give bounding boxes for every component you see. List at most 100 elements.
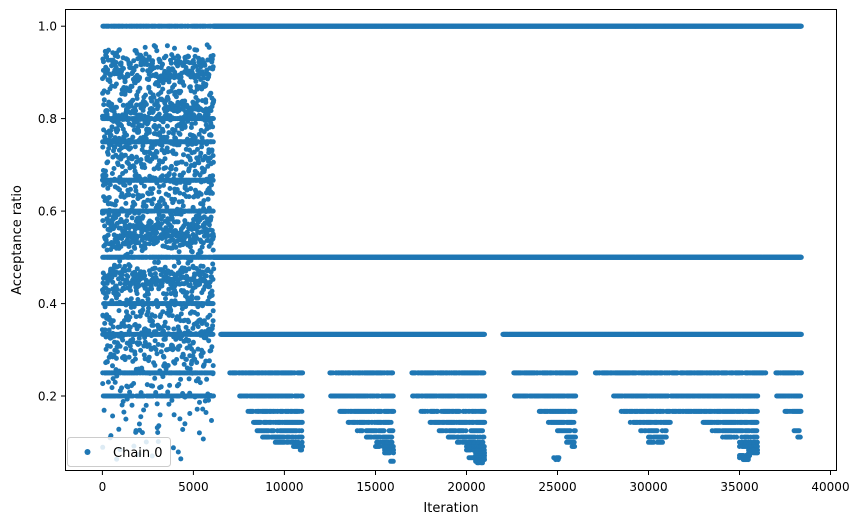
- chain-0-point: [159, 342, 165, 348]
- chain-0-point: [199, 144, 205, 150]
- chain-0-point: [105, 232, 111, 238]
- chain-0-point: [141, 183, 147, 189]
- chain-0-point: [210, 247, 216, 253]
- chain-0-point: [164, 123, 170, 129]
- chain-0-point: [119, 164, 125, 169]
- chain-0-point: [169, 313, 175, 319]
- chain-0-point: [178, 376, 184, 382]
- chain-0-point: [169, 397, 175, 403]
- chain-0-point: [127, 324, 133, 330]
- chain-0-point: [119, 385, 125, 391]
- chain-0-point: [187, 244, 193, 250]
- chain-0-point: [209, 148, 215, 154]
- chain-0-point: [115, 162, 121, 168]
- chain-0-point: [124, 218, 130, 224]
- chain-0-point: [152, 265, 158, 271]
- chain-0-point: [130, 336, 136, 342]
- chain-0-point: [160, 173, 165, 179]
- chain-0-point: [101, 97, 107, 103]
- chain-0-point: [186, 376, 192, 382]
- chain-0-point: [206, 358, 212, 364]
- chain-0-point: [168, 308, 174, 314]
- chain-0-point: [187, 411, 193, 416]
- chain-0-point: [195, 98, 201, 103]
- chain-0-point: [198, 249, 204, 255]
- chain-0-point: [133, 108, 139, 114]
- chain-0-point: [163, 296, 168, 302]
- chain-0-point: [104, 294, 110, 300]
- chain-0-point: [172, 45, 177, 51]
- chain-0-point: [128, 145, 134, 151]
- chain-0-point: [209, 292, 215, 298]
- chain-0-point: [178, 456, 184, 462]
- chain-0-point: [112, 379, 118, 385]
- chain-0-point: [142, 165, 148, 171]
- chain-0-point: [197, 399, 202, 405]
- chain-0-point: [107, 79, 113, 85]
- chain-0-point: [209, 418, 214, 423]
- chain-0-point: [117, 187, 122, 193]
- chain-0-point: [101, 407, 107, 413]
- chain-0-point: [130, 193, 136, 199]
- chain-0-point: [116, 263, 122, 269]
- chain-0-point: [181, 152, 186, 158]
- chain-0-point: [200, 436, 206, 442]
- chain-0-point: [178, 311, 184, 317]
- chain-0-point: [211, 266, 217, 272]
- chain-0-point: [210, 153, 216, 159]
- chain-0-point: [152, 313, 158, 319]
- chain-0-point: [110, 363, 115, 369]
- chain-0-point: [207, 283, 213, 289]
- chain-0-point: [161, 182, 166, 188]
- chain-0-point: [173, 151, 179, 157]
- chain-0-point: [177, 416, 183, 422]
- chain-0-point: [131, 381, 137, 386]
- chain-0-point: [122, 78, 128, 84]
- chain-0-point: [110, 376, 116, 382]
- chain-0-point: [122, 354, 128, 360]
- chain-0-point: [159, 62, 165, 68]
- chain-0-point: [105, 289, 111, 295]
- chain-0-point: [158, 384, 164, 390]
- data-points: [99, 23, 804, 466]
- chain-0-point: [122, 91, 128, 97]
- chain-0-point: [194, 406, 200, 412]
- chain-0-point: [143, 402, 149, 408]
- chain-0-point: [197, 380, 203, 386]
- chain-0-point: [210, 64, 216, 70]
- chain-0-point: [100, 218, 106, 224]
- chain-0-point: [183, 161, 189, 167]
- chain-0-point: [108, 132, 114, 138]
- chain-0-point: [109, 171, 115, 176]
- chain-0-point: [140, 307, 146, 313]
- chain-0-point: [209, 182, 214, 188]
- chain-0-point: [210, 323, 216, 329]
- chain-0-point: [211, 233, 216, 239]
- chain-0-point: [106, 212, 112, 218]
- chain-0-point: [153, 347, 159, 352]
- chain-0-point: [182, 421, 188, 427]
- chain-0-point: [149, 286, 155, 292]
- chain-0-point: [154, 230, 160, 236]
- chain-0-point: [206, 72, 212, 78]
- chain-0-point: [194, 360, 200, 365]
- chain-0-point: [200, 263, 206, 269]
- chain-0-point: [143, 203, 149, 209]
- chain-0-point: [106, 195, 112, 200]
- chain-0-point: [101, 102, 107, 108]
- chain-0-point: [155, 430, 161, 435]
- chain-0-point: [101, 194, 107, 200]
- chain-0-point: [180, 427, 186, 432]
- chain-0-point: [206, 338, 212, 344]
- chain-0-point: [208, 90, 214, 96]
- chain-0-point: [123, 168, 129, 174]
- chain-0-point: [129, 156, 135, 162]
- chain-0-point: [138, 414, 144, 420]
- chain-0-point: [119, 191, 125, 197]
- chain-0-point: [136, 323, 142, 329]
- chain-0-point: [188, 186, 194, 192]
- chain-0-point: [113, 198, 119, 204]
- chain-0-point: [208, 132, 214, 138]
- chain-0-point: [200, 350, 206, 356]
- chain-0-point: [112, 202, 118, 208]
